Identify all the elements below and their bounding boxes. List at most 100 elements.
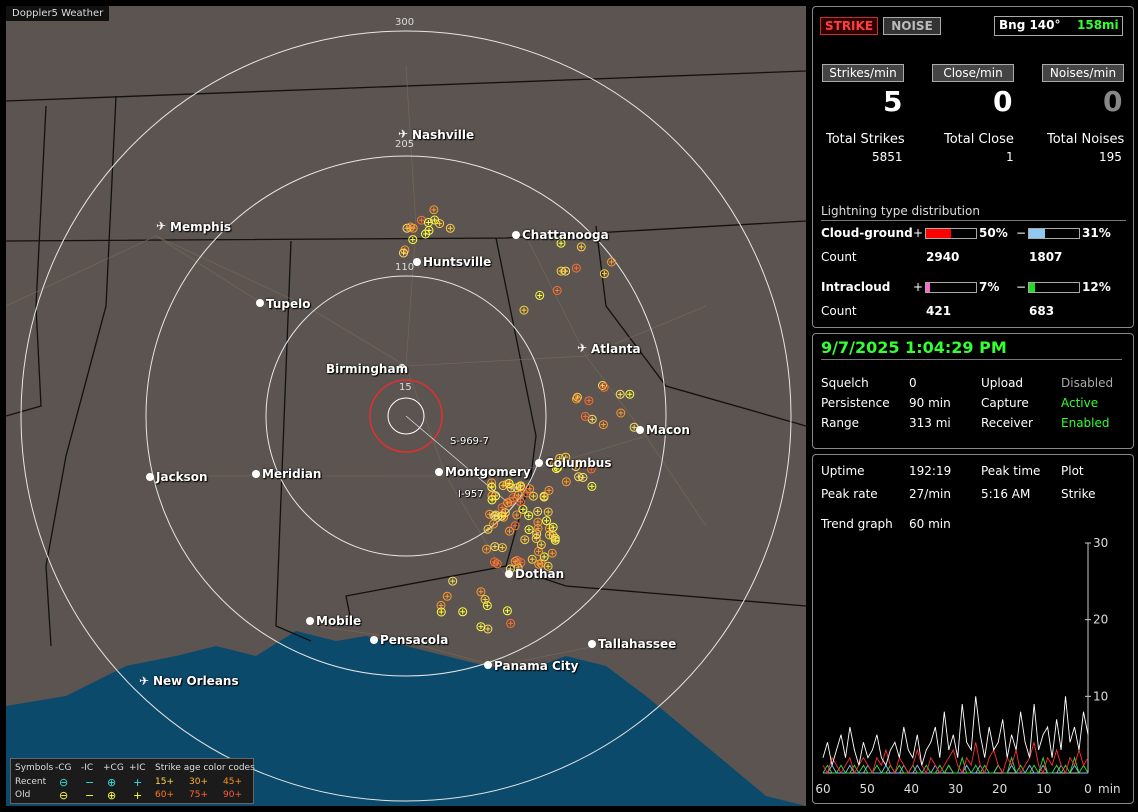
peak-rate-value: 27/min — [909, 487, 951, 501]
strike-marker — [506, 618, 516, 628]
strike-marker-cross — [512, 558, 518, 564]
noises-per-min-button[interactable]: Noises/min — [1042, 64, 1124, 82]
receiver-value[interactable]: Enabled — [1061, 416, 1110, 430]
strike-marker-cross — [489, 497, 495, 503]
strike-marker — [520, 535, 530, 545]
window-title: Doppler5 Weather — [6, 6, 110, 21]
strike-marker-cross — [437, 221, 443, 227]
city-label: Huntsville — [423, 255, 492, 269]
peak-rate-label: Peak rate — [821, 487, 878, 501]
strike-marker-cross — [431, 207, 437, 213]
strike-marker-cross — [505, 500, 511, 506]
strike-marker — [487, 482, 497, 492]
city-dot — [588, 640, 596, 648]
close-per-min-button[interactable]: Close/min — [932, 64, 1014, 82]
strike-marker — [551, 464, 561, 474]
strike-marker-cross — [484, 603, 490, 609]
strike-marker-cross — [554, 287, 560, 293]
count-label: Count — [821, 304, 857, 318]
strike-marker — [448, 576, 458, 586]
strike-marker — [548, 522, 558, 532]
strike-marker-cross — [573, 396, 579, 402]
upload-value[interactable]: Disabled — [1061, 376, 1114, 390]
range-label: Range — [821, 416, 860, 430]
strike-marker — [512, 510, 522, 520]
strike-marker-cross — [508, 620, 514, 626]
strike-marker-cross — [444, 593, 450, 599]
strikes-per-min-button[interactable]: Strikes/min — [822, 64, 904, 82]
ic-pos-count: 421 — [926, 304, 952, 318]
strike-marker-cross — [460, 609, 466, 615]
capture-value[interactable]: Active — [1061, 396, 1099, 410]
strike-marker-cross — [563, 454, 569, 460]
strike-marker-cross — [407, 224, 413, 230]
strike-marker — [536, 540, 546, 550]
airport-icon: ✈ — [156, 219, 167, 233]
plot-value[interactable]: Strike — [1061, 487, 1096, 501]
squelch-label: Squelch — [821, 376, 869, 390]
strike-marker — [586, 464, 596, 474]
strike-marker — [587, 481, 597, 491]
ic-label: Intracloud — [821, 280, 891, 294]
station-marker[interactable]: I-957 — [458, 489, 484, 500]
receiver-label: Receiver — [981, 416, 1033, 430]
x-tick-label: 50 — [860, 782, 875, 796]
strike-marker — [615, 389, 625, 399]
strike-marker — [512, 555, 522, 565]
city-label: Dothan — [515, 567, 565, 581]
strike-marker — [515, 497, 525, 507]
strike-marker-cross — [419, 217, 425, 223]
strike-marker-cross — [533, 536, 539, 542]
strike-marker — [522, 488, 532, 498]
strike-marker-cross — [514, 485, 520, 491]
strike-marker-cross — [558, 268, 564, 274]
strike-marker — [513, 490, 523, 500]
strike-marker-cross — [601, 384, 607, 390]
city-dot — [505, 570, 513, 578]
legend-old: Old — [15, 790, 31, 800]
radar-map[interactable]: Doppler5 Weather 300 205 110 15 ✈ Nashvi… — [6, 6, 806, 806]
strike-marker — [607, 257, 616, 267]
map-background — [6, 30, 806, 806]
plus-cg-icon: ⊕ — [107, 789, 117, 802]
strike-marker-cross — [493, 512, 499, 518]
ic-neg-fill — [1029, 283, 1035, 292]
age-code: 15+ — [155, 777, 174, 787]
squelch-value: 0 — [909, 376, 917, 390]
x-tick-label: 60 — [815, 782, 830, 796]
strike-marker-cross — [558, 240, 564, 246]
strike-marker — [476, 587, 486, 597]
strike-marker-cross — [600, 422, 606, 428]
minus-sign: − — [1016, 226, 1027, 240]
bearing-box: Bng 140° 158mi — [994, 16, 1123, 36]
strike-marker — [524, 511, 534, 521]
close-rate: 0 — [993, 85, 1013, 118]
strike-button[interactable]: STRIKE — [820, 17, 878, 35]
strike-marker-cross — [538, 542, 544, 548]
strike-marker — [553, 462, 563, 472]
strike-marker-cross — [447, 225, 453, 231]
station-marker[interactable]: S-969-7 — [450, 436, 490, 447]
status-panel: 9/7/2025 1:04:29 PM Squelch 0 Upload Dis… — [812, 333, 1134, 449]
persistence-value: 90 min — [909, 396, 951, 410]
distance-value: 158mi — [1077, 18, 1119, 32]
strike-marker — [527, 554, 537, 564]
strike-stats-panel: STRIKE NOISE Bng 140° 158mi Strikes/min … — [812, 6, 1134, 328]
airport-icon: ✈ — [398, 127, 409, 141]
ic-pos-fill — [926, 283, 930, 292]
strike-marker-cross — [484, 546, 490, 552]
strike-marker-cross — [410, 237, 416, 243]
ic-neg-count: 683 — [1029, 304, 1055, 318]
trend-graph: 30 20 10 60 50 40 30 20 10 0 min — [815, 536, 1120, 796]
total-close-label: Total Close — [944, 132, 1014, 147]
y-tick-label: 30 — [1093, 536, 1108, 550]
legend-recent: Recent — [15, 777, 47, 787]
strike-marker — [485, 509, 495, 519]
minus-cg-icon: ⊖ — [59, 789, 69, 802]
strike-marker — [539, 492, 549, 502]
strike-marker — [445, 223, 455, 233]
city-dot — [413, 258, 421, 266]
strike-marker — [429, 205, 439, 215]
city-dot — [435, 468, 443, 476]
noise-button[interactable]: NOISE — [883, 17, 941, 35]
